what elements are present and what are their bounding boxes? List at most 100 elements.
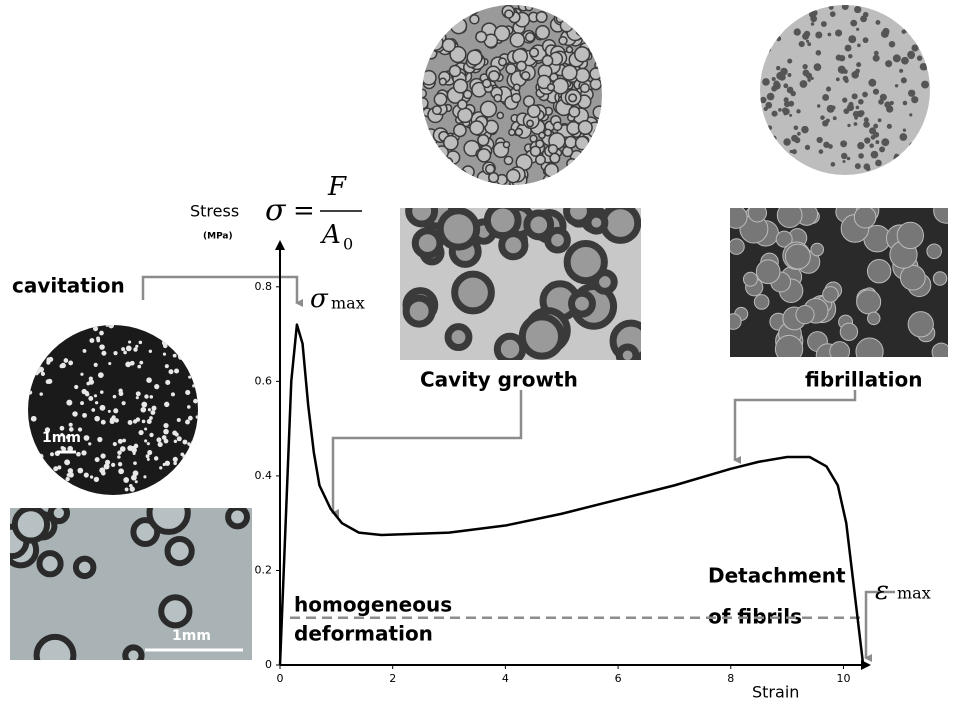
texture-dot (469, 120, 485, 136)
texture-dot (135, 344, 139, 348)
texture-dot (807, 78, 812, 82)
texture-dot (146, 442, 150, 446)
texture-dot (582, 32, 591, 41)
texture-dot (105, 325, 109, 327)
texture-dot (68, 472, 74, 478)
micrographs (10, 5, 948, 660)
texture-dot (402, 294, 436, 328)
texture-dot (446, 12, 458, 24)
texture-dot (449, 17, 468, 35)
texture-dot (916, 55, 923, 61)
y-tick-label: 0.4 (255, 469, 273, 482)
texture-dot (873, 50, 879, 56)
texture-dot (885, 60, 893, 68)
texture-dot (856, 27, 860, 31)
annotation: fibrillation (805, 368, 922, 392)
texture-dot (909, 142, 916, 149)
texture-dot (147, 408, 151, 412)
texture-dot (844, 44, 852, 52)
texture-dot (133, 461, 137, 466)
texture-dot (36, 550, 64, 578)
texture-dot (560, 176, 575, 185)
texture-dot (177, 353, 183, 359)
texture-dot (455, 169, 467, 181)
texture-dot (926, 119, 930, 125)
texture-dot (573, 5, 589, 18)
texture-dot (28, 365, 32, 369)
annotation: Cavity growth (420, 368, 578, 392)
texture-dot (444, 168, 462, 185)
texture-dot (742, 271, 758, 287)
texture-dot (85, 391, 89, 395)
texture-dot (454, 5, 472, 15)
texture-dot (583, 149, 601, 166)
texture-dot (28, 479, 30, 484)
texture (10, 508, 250, 660)
texture-dot (916, 140, 922, 146)
texture-dot (815, 31, 823, 39)
texture-dot (144, 439, 148, 443)
texture-dot (555, 14, 565, 24)
texture-dot (826, 104, 835, 113)
texture-dot (185, 419, 190, 425)
texture-dot (122, 438, 126, 443)
texture-dot (77, 427, 83, 432)
texture-dot (829, 341, 851, 357)
texture-dot (541, 54, 554, 67)
texture-dot (789, 9, 794, 14)
texture-dot (890, 7, 894, 11)
texture-dot (933, 208, 948, 224)
texture-dot (503, 155, 514, 166)
connector (733, 390, 857, 464)
texture-dot (91, 408, 96, 412)
texture-dot (805, 72, 813, 79)
texture-dot (422, 21, 432, 35)
texture-dot (188, 452, 193, 458)
texture-dot (100, 419, 106, 425)
texture-dot (422, 97, 429, 110)
texture-dot (81, 450, 87, 456)
y-axis-label: Stress (190, 202, 239, 221)
texture-dot (109, 418, 115, 425)
texture-dot (47, 508, 71, 525)
texture-dot (188, 326, 194, 332)
texture-dot (855, 68, 860, 74)
texture-dot (173, 485, 178, 490)
texture-dot (422, 39, 432, 52)
texture-dot (594, 37, 602, 46)
texture-dot (448, 64, 462, 78)
texture-dot (76, 451, 81, 457)
texture-dot (422, 5, 432, 20)
texture-dot (172, 353, 177, 358)
texture-dot (810, 22, 815, 26)
texture-dot (578, 23, 587, 33)
texture-dot (514, 127, 524, 137)
annotation: cavitation (12, 274, 125, 298)
texture-dot (900, 77, 907, 84)
texture-dot (566, 5, 583, 20)
texture-dot (119, 446, 126, 452)
texture-dot (225, 508, 250, 530)
texture-dot (899, 264, 926, 291)
texture-dot (573, 46, 591, 63)
texture-dot (771, 85, 778, 92)
texture-dot (588, 43, 601, 56)
texture-dot (146, 508, 191, 535)
texture-dot (82, 348, 87, 353)
texture-dot (174, 432, 179, 437)
texture-dot (146, 377, 152, 383)
texture-dot (498, 57, 508, 67)
texture-dot (894, 84, 899, 88)
texture-dot (573, 165, 585, 177)
texture-dot (131, 445, 135, 450)
texture-dot (853, 208, 877, 229)
formula-eq: = (293, 196, 315, 226)
x-tick-label: 6 (615, 672, 622, 685)
texture-dot (858, 153, 864, 159)
texture-dot (457, 107, 473, 124)
texture-dot (185, 389, 191, 396)
texture-dot (571, 169, 589, 185)
texture-dot (173, 461, 177, 466)
texture-dot (452, 78, 469, 94)
texture-dot (57, 465, 62, 470)
